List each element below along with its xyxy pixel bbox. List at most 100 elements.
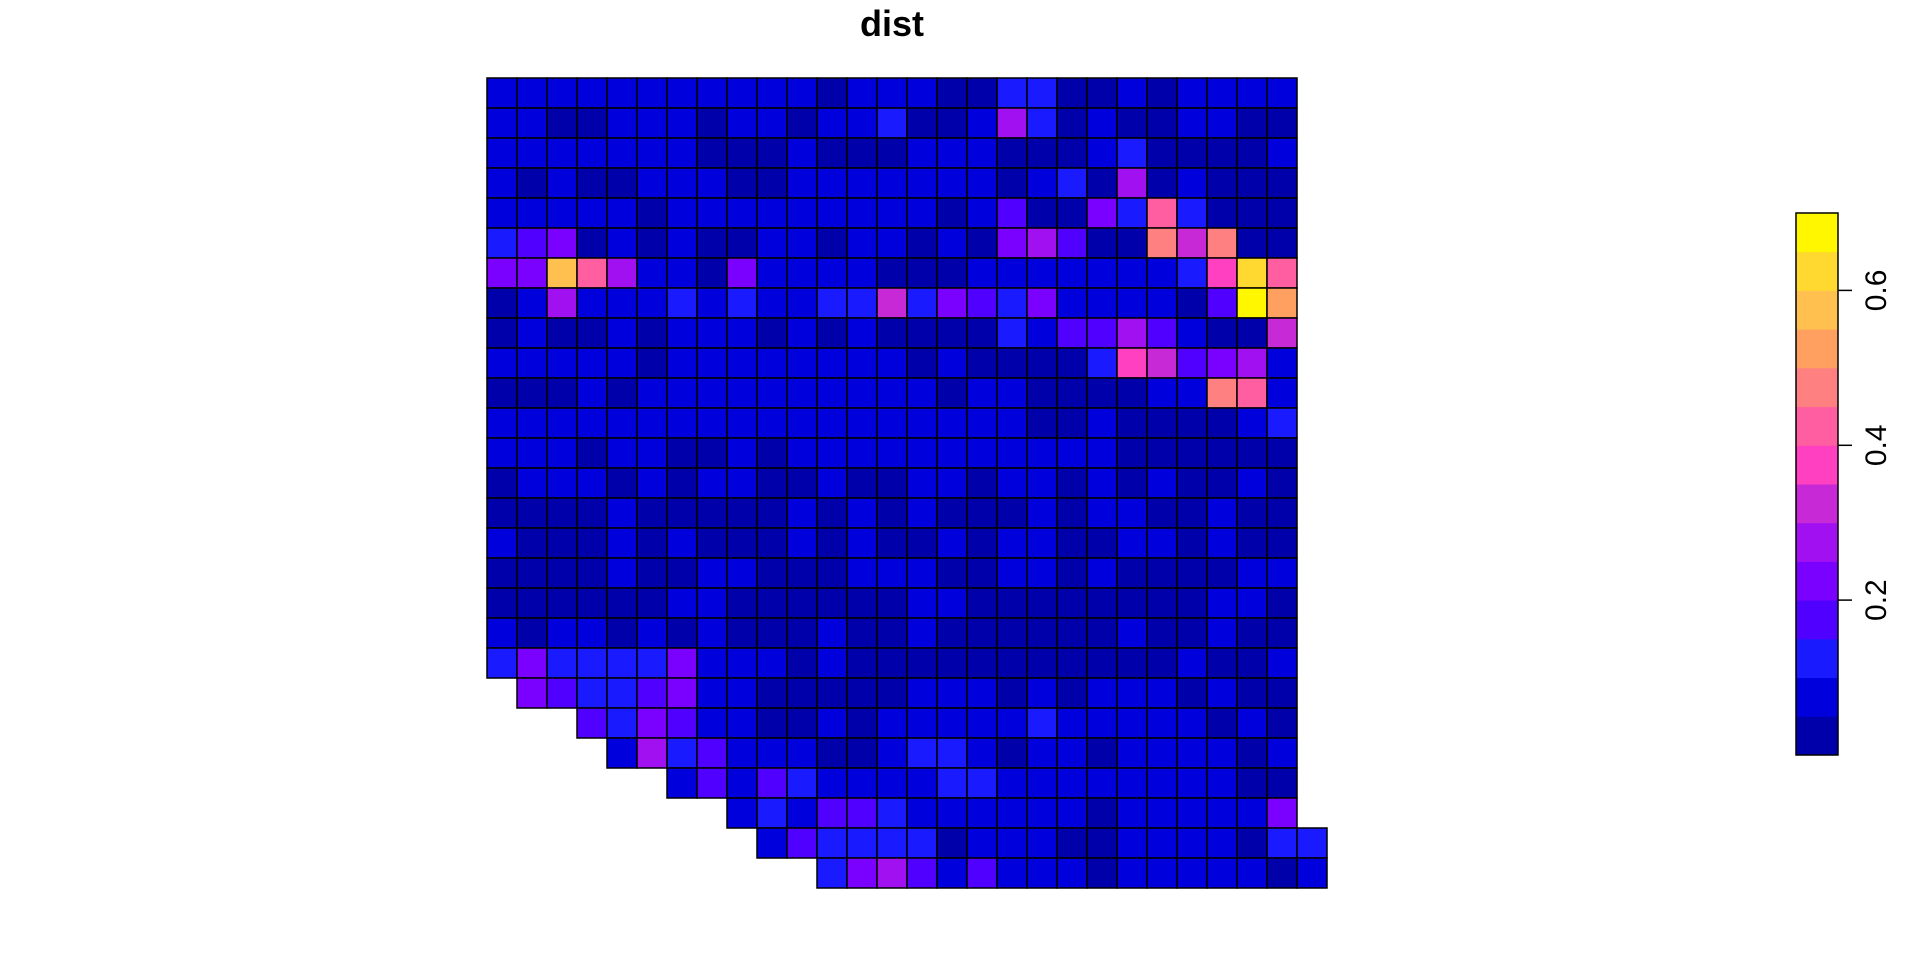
heatmap-cell: [1116, 557, 1148, 589]
heatmap-cell: [486, 197, 518, 229]
heatmap-cell: [1206, 437, 1238, 469]
legend-swatch: [1796, 677, 1838, 717]
heatmap-cell: [696, 497, 728, 529]
heatmap-cell: [636, 287, 668, 319]
heatmap-cell: [906, 347, 938, 379]
heatmap-cell: [1056, 167, 1088, 199]
heatmap-cell: [726, 467, 758, 499]
heatmap-cell: [516, 647, 548, 679]
heatmap-cell: [1026, 197, 1058, 229]
heatmap-cell: [1026, 437, 1058, 469]
heatmap-cell: [1176, 557, 1208, 589]
legend-swatch: [1796, 329, 1838, 369]
heatmap-cell: [576, 197, 608, 229]
heatmap-cell: [816, 107, 848, 139]
heatmap-cell: [546, 587, 578, 619]
heatmap-cell: [666, 437, 698, 469]
legend-swatch: [1796, 445, 1838, 485]
heatmap-cell: [576, 527, 608, 559]
heatmap-cell: [846, 437, 878, 469]
heatmap-cell: [1266, 437, 1298, 469]
heatmap-cell: [756, 137, 788, 169]
heatmap-cell: [846, 167, 878, 199]
heatmap-cell: [996, 857, 1028, 889]
heatmap-cell: [876, 107, 908, 139]
heatmap-cell: [666, 287, 698, 319]
heatmap-cell: [966, 137, 998, 169]
heatmap-cell: [576, 167, 608, 199]
heatmap-cell: [906, 437, 938, 469]
heatmap-cell: [1026, 527, 1058, 559]
heatmap-cell: [1206, 497, 1238, 529]
heatmap-cell: [726, 317, 758, 349]
heatmap-cell: [726, 137, 758, 169]
heatmap-cell: [756, 497, 788, 529]
heatmap-cell: [846, 617, 878, 649]
heatmap-cell: [936, 767, 968, 799]
heatmap-cell: [1146, 617, 1178, 649]
heatmap-cell: [966, 77, 998, 109]
heatmap-cell: [906, 167, 938, 199]
legend-swatch: [1796, 367, 1838, 408]
heatmap-cell: [1206, 407, 1238, 439]
heatmap-cell: [786, 167, 818, 199]
heatmap-cell: [606, 707, 638, 739]
heatmap-cell: [1056, 557, 1088, 589]
legend-swatch: [1796, 484, 1838, 524]
heatmap-cell: [1206, 527, 1238, 559]
heatmap-cell: [756, 557, 788, 589]
heatmap-cell: [1146, 857, 1178, 889]
heatmap-cell: [996, 737, 1028, 769]
heatmap-cell: [516, 437, 548, 469]
heatmap-cell: [876, 467, 908, 499]
heatmap-cell: [1176, 527, 1208, 559]
heatmap-cell: [1146, 377, 1178, 409]
heatmap-cell: [846, 77, 878, 109]
heatmap-cell: [786, 647, 818, 679]
heatmap-cell: [1116, 107, 1148, 139]
heatmap-cell: [1086, 557, 1118, 589]
heatmap-cell: [1026, 107, 1058, 139]
heatmap-cell: [876, 707, 908, 739]
heatmap-cell: [756, 797, 788, 829]
heatmap-cell: [636, 167, 668, 199]
heatmap-cell: [1026, 617, 1058, 649]
heatmap-cell: [1266, 497, 1298, 529]
legend-swatch: [1796, 561, 1838, 601]
heatmap-cell: [876, 377, 908, 409]
heatmap-cell: [996, 77, 1028, 109]
heatmap-cell: [606, 77, 638, 109]
heatmap-cell: [1266, 857, 1298, 889]
legend-swatch: [1796, 638, 1838, 679]
heatmap-cell: [1116, 797, 1148, 829]
heatmap-cell: [1056, 707, 1088, 739]
heatmap-cell: [606, 737, 638, 769]
heatmap-cell: [606, 377, 638, 409]
heatmap-cell: [1056, 407, 1088, 439]
heatmap-cell: [756, 677, 788, 709]
heatmap-cell: [1086, 407, 1118, 439]
heatmap-cell: [1056, 257, 1088, 289]
heatmap-cell: [486, 137, 518, 169]
heatmap-cell: [1086, 137, 1118, 169]
heatmap-cell: [666, 707, 698, 739]
heatmap-cell: [1026, 587, 1058, 619]
heatmap-cell: [816, 287, 848, 319]
heatmap-cell: [666, 527, 698, 559]
heatmap-cell: [906, 287, 938, 319]
heatmap-cell: [546, 347, 578, 379]
heatmap-cell: [576, 617, 608, 649]
heatmap-cell: [1266, 827, 1298, 859]
heatmap-cell: [696, 347, 728, 379]
heatmap-cell: [1236, 827, 1268, 859]
heatmap-cell: [1056, 497, 1088, 529]
heatmap-cell: [1026, 377, 1058, 409]
heatmap-cell: [1206, 167, 1238, 199]
heatmap-cell: [696, 167, 728, 199]
heatmap-cell: [576, 227, 608, 259]
heatmap-cell: [576, 467, 608, 499]
heatmap-cell: [876, 827, 908, 859]
heatmap-cells: [486, 77, 1328, 889]
heatmap-cell: [1176, 677, 1208, 709]
heatmap-cell: [1026, 767, 1058, 799]
